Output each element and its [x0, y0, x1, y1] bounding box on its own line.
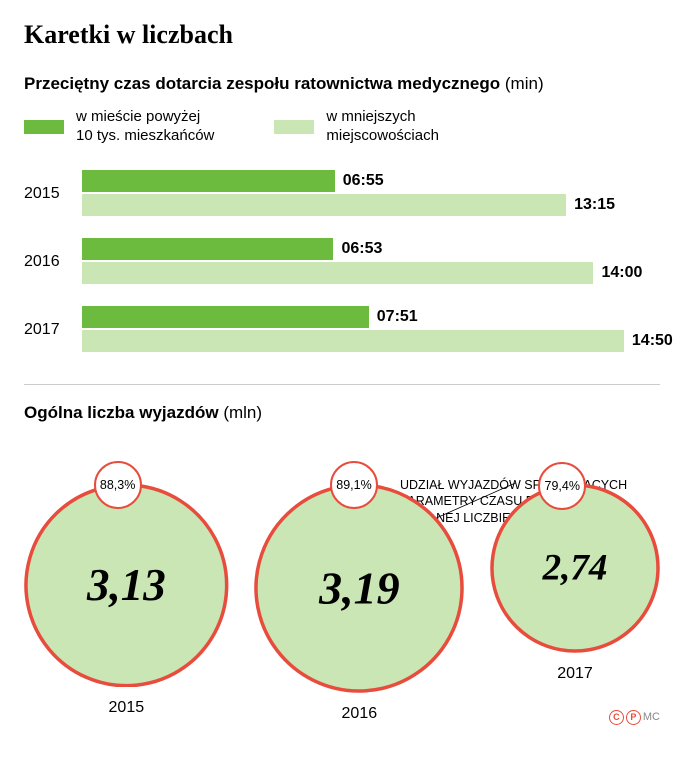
- legend-swatch: [274, 120, 314, 134]
- pie-year-label: 2016: [254, 705, 464, 723]
- bar-chart-unit: (min): [505, 74, 544, 93]
- bar-chart: 2015 06:55 13:15 2016 06:53 14:00 2017 07:51 14:…: [24, 170, 660, 354]
- pie-year-label: 2015: [24, 699, 229, 717]
- bar: [82, 306, 369, 328]
- legend-item: w mieście powyżej 10 tys. mieszkańców: [24, 108, 214, 146]
- pie-value: 3,19: [319, 561, 400, 614]
- bar-value-label: 06:55: [343, 172, 384, 190]
- legend-label: w mieście powyżej 10 tys. mieszkańców: [76, 108, 214, 146]
- bar-row: 06:53: [82, 238, 660, 260]
- bar-row: 07:51: [82, 306, 673, 328]
- pie-wrap: 3,1388,3% 2015: [24, 483, 229, 723]
- pies-heading-text: Ogólna liczba wyjazdów: [24, 403, 219, 422]
- bar-chart-heading-text: Przeciętny czas dotarcia zespołu ratowni…: [24, 74, 500, 93]
- pie-badge: 89,1%: [330, 461, 378, 509]
- bars-container: 06:55 13:15: [82, 170, 660, 218]
- bar: [82, 170, 335, 192]
- year-group: 201707:5114:50: [24, 306, 660, 354]
- pie-year-label: 2017: [490, 665, 660, 683]
- bar-value-label: 14:50: [632, 332, 673, 350]
- pies-row: 3,1388,3% 2015 3,1989,1% 2016 2,7479,4% 2017: [24, 483, 660, 723]
- pie-wrap: 2,7479,4% 2017: [490, 483, 660, 723]
- bars-container: 06:53 14:00: [82, 238, 660, 286]
- footer-mark: C P MC: [609, 710, 660, 725]
- year-group: 2015 06:55 13:15: [24, 170, 660, 218]
- bar-value-label: 06:53: [341, 240, 382, 258]
- bar: [82, 194, 566, 216]
- year-label: 2016: [24, 253, 82, 271]
- bars-container: 07:51 14:50: [82, 306, 673, 354]
- bar-row: 13:15: [82, 194, 660, 216]
- bar-row: 14:00: [82, 262, 660, 284]
- pie-badge: 79,4%: [538, 462, 586, 510]
- year-label: 2015: [24, 185, 82, 203]
- pie-value: 3,13: [87, 559, 166, 611]
- pies-section: UDZIAŁ WYJAZDÓW SPEŁNIAJĄCYCH PARAMETRY …: [24, 483, 660, 723]
- bar-value-label: 13:15: [574, 196, 615, 214]
- page-title: Karetki w liczbach: [24, 20, 660, 50]
- bar-row: 14:50: [82, 330, 673, 352]
- bar-chart-legend: w mieście powyżej 10 tys. mieszkańców w m…: [24, 108, 660, 146]
- legend-label: w mniejszych miejscowościach: [326, 108, 439, 146]
- pie-chart: 2,7479,4%: [490, 483, 660, 653]
- pie-value: 2,74: [543, 546, 608, 589]
- pie-chart: 3,1388,3%: [24, 483, 229, 688]
- pie-chart: 3,1989,1%: [254, 483, 464, 693]
- footer-label: MC: [643, 711, 660, 723]
- pies-heading: Ogólna liczba wyjazdów (mln): [24, 403, 660, 423]
- pies-unit: (mln): [223, 403, 262, 422]
- legend-item: w mniejszych miejscowościach: [274, 108, 439, 146]
- pie-badge: 88,3%: [94, 461, 142, 509]
- bar: [82, 262, 593, 284]
- year-group: 2016 06:53 14:00: [24, 238, 660, 286]
- bar-value-label: 14:00: [601, 264, 642, 282]
- bar-row: 06:55: [82, 170, 660, 192]
- section-divider: [24, 384, 660, 385]
- pie-wrap: 3,1989,1% 2016: [254, 483, 464, 723]
- copyright-p-icon: P: [626, 710, 641, 725]
- bar-chart-heading: Przeciętny czas dotarcia zespołu ratowni…: [24, 74, 660, 94]
- bar: [82, 330, 624, 352]
- bar: [82, 238, 333, 260]
- legend-swatch: [24, 120, 64, 134]
- bar-value-label: 07:51: [377, 308, 418, 326]
- year-label: 2017: [24, 321, 82, 339]
- copyright-c-icon: C: [609, 710, 624, 725]
